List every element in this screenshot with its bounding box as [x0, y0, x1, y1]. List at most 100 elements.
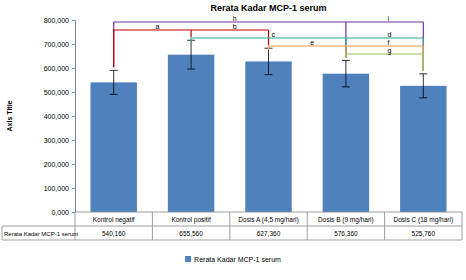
bracket-drop — [191, 30, 192, 37]
category-label: Dosis C (18 mg/hari) — [393, 216, 453, 224]
error-cap — [110, 70, 118, 71]
bracket-drop — [423, 54, 424, 71]
error-cap — [419, 97, 427, 98]
table-border — [462, 212, 463, 240]
table-value: 627,360 — [257, 230, 281, 237]
table-value: 655,560 — [179, 230, 203, 237]
bracket-label: a — [155, 23, 159, 30]
error-cap — [342, 86, 350, 87]
bracket-label: d — [388, 31, 392, 38]
legend-swatch — [185, 256, 191, 262]
category-label: Dosis B (9 mg/hari) — [318, 216, 374, 224]
table-border — [384, 212, 385, 240]
bar — [323, 74, 369, 212]
bracket-label: b — [233, 23, 237, 30]
y-tick: 500,000 — [44, 89, 75, 96]
y-tick-mark — [72, 188, 75, 189]
y-tick-mark — [72, 92, 75, 93]
table-value: 540,160 — [102, 230, 126, 237]
y-axis-line — [72, 21, 76, 213]
error-bar — [345, 60, 346, 86]
bracket-drop — [113, 22, 114, 67]
bar — [400, 86, 446, 212]
category-label: Kontrol negatif — [93, 216, 135, 224]
legend-label: Rerata Kadar MCP-1 serum — [194, 256, 281, 263]
table-border — [75, 212, 462, 213]
error-cap — [110, 94, 118, 95]
bar — [168, 55, 214, 212]
y-tick: 200,000 — [44, 161, 75, 168]
bracket-drop — [345, 46, 346, 57]
bracket-label: e — [310, 39, 314, 46]
y-tick-label: 500,000 — [44, 89, 69, 96]
y-tick: 800,000 — [44, 17, 75, 24]
bracket-label: h — [233, 15, 237, 22]
table-border — [152, 212, 153, 240]
y-tick-label: 200,000 — [44, 161, 69, 168]
table-row-header: Rerata Kadar MCP-1 serum — [4, 231, 78, 237]
error-bar — [113, 70, 114, 94]
bracket-drop — [268, 46, 269, 50]
bracket-drop — [345, 54, 346, 58]
y-tick-label: 700,000 — [44, 41, 69, 48]
error-cap — [265, 74, 273, 75]
error-bar — [268, 48, 269, 74]
table-border — [307, 212, 308, 240]
error-cap — [419, 73, 427, 74]
y-tick-mark — [72, 140, 75, 141]
bracket-label: c — [272, 31, 276, 38]
bracket-drop — [423, 22, 424, 71]
table-border — [2, 226, 3, 240]
legend: Rerata Kadar MCP-1 serum — [185, 256, 281, 263]
y-tick-mark — [72, 164, 75, 165]
data-table: Kontrol negatif Kontrol positif Dosis A (4… — [2, 212, 462, 240]
table-value: 525,760 — [412, 230, 436, 237]
table-border — [2, 240, 462, 241]
bracket-drop — [191, 38, 192, 42]
y-tick: 300,000 — [44, 137, 75, 144]
chart-container: 0,000 100,000 200,000 300,000 400,000 500,000… — [0, 0, 466, 280]
bracket-line — [346, 53, 423, 54]
bracket-drop — [423, 46, 424, 71]
chart-svg: 0,000 100,000 200,000 300,000 400,000 500,000… — [0, 0, 466, 280]
table-border — [229, 212, 230, 240]
significance-brackets — [114, 22, 424, 71]
y-tick-label: 400,000 — [44, 113, 69, 120]
bracket-line — [114, 21, 424, 22]
y-tick-label: 600,000 — [44, 65, 69, 72]
bracket-label: f — [388, 39, 390, 46]
category-label: Dosis A (4,5 mg/hari) — [238, 216, 298, 224]
category-label: Kontrol positif — [171, 216, 211, 224]
y-tick: 100,000 — [44, 185, 75, 192]
error-bar — [191, 40, 192, 69]
bracket-drop — [423, 38, 424, 71]
y-tick-mark — [72, 116, 75, 117]
bracket-label: g — [388, 47, 392, 55]
y-tick-mark — [72, 44, 75, 45]
bracket-drop — [345, 22, 346, 57]
y-tick-label: 100,000 — [44, 185, 69, 192]
error-cap — [342, 60, 350, 61]
bracket-drop — [113, 30, 114, 67]
bar — [245, 61, 291, 212]
table-border — [2, 226, 462, 227]
y-tick-mark — [72, 212, 75, 213]
y-axis-title: Axis Title — [6, 100, 13, 131]
y-tick: 0,000 — [51, 209, 75, 216]
y-tick: 400,000 — [44, 113, 75, 120]
bar — [90, 82, 136, 212]
y-tick: 600,000 — [44, 65, 75, 72]
bracket-drop — [345, 38, 346, 57]
bracket-label: i — [388, 15, 390, 22]
error-bar — [423, 74, 424, 98]
y-axis: 0,000 100,000 200,000 300,000 400,000 500,000… — [44, 17, 76, 216]
y-tick-mark — [72, 20, 75, 21]
significance-labels: h i a b c d e fg — [155, 15, 391, 55]
table-value: 576,360 — [334, 230, 358, 237]
y-tick-label: 800,000 — [44, 17, 69, 24]
y-tick-label: 300,000 — [44, 137, 69, 144]
y-tick-mark — [72, 68, 75, 69]
plot-marks — [90, 40, 446, 212]
chart-title: Rerata Kadar MCP-1 serum — [210, 3, 326, 13]
error-cap — [187, 69, 195, 70]
